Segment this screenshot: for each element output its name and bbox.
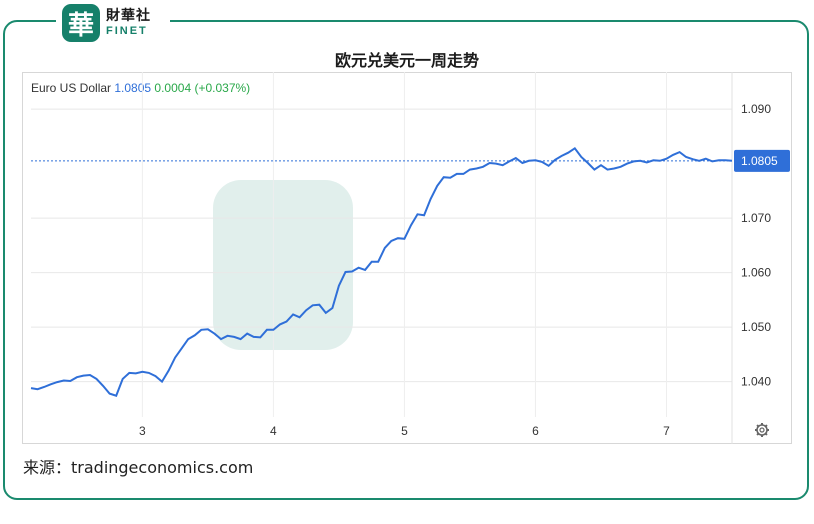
y-tick-label: 1.040: [741, 375, 771, 389]
watermark-seal-icon: [213, 180, 353, 350]
x-tick-label: 4: [270, 424, 277, 438]
logo-text: 財華社 FINET: [106, 9, 151, 37]
x-tick-label: 6: [532, 424, 539, 438]
logo-name-cn: 財華社: [106, 8, 151, 24]
change-value: 0.0004: [154, 81, 192, 95]
badge-box: [734, 149, 790, 172]
y-tick-label: 1.070: [741, 211, 771, 225]
current-value-badge: 1.0805: [734, 149, 790, 172]
y-tick-label: 1.060: [741, 266, 771, 280]
gear-tooth: [756, 424, 760, 428]
source-note: 来源：tradingeconomics.com: [23, 458, 254, 477]
eur-usd-line: [30, 146, 733, 397]
settings-gear-icon[interactable]: [755, 423, 769, 437]
finet-logo: 華 財華社 FINET: [56, 2, 170, 44]
chart-title: 欧元兑美元一周走势: [334, 51, 479, 70]
x-tick-label: 7: [663, 424, 670, 438]
logo-seal-icon: 華: [62, 4, 100, 42]
gear-tooth: [764, 432, 768, 436]
series-label: Euro US Dollar: [31, 81, 112, 95]
x-tick-label: 5: [401, 424, 408, 438]
x-tick-label: 3: [139, 424, 146, 438]
y-tick-label: 1.050: [741, 320, 771, 334]
logo-name-en: FINET: [106, 25, 148, 37]
gear-tooth: [764, 424, 768, 428]
gear-tooth: [756, 432, 760, 436]
change-percent: (+0.037%): [194, 81, 251, 95]
badge-label: 1.0805: [741, 154, 778, 168]
watermark-logo: [213, 180, 353, 350]
y-tick-label: 1.090: [741, 102, 771, 116]
